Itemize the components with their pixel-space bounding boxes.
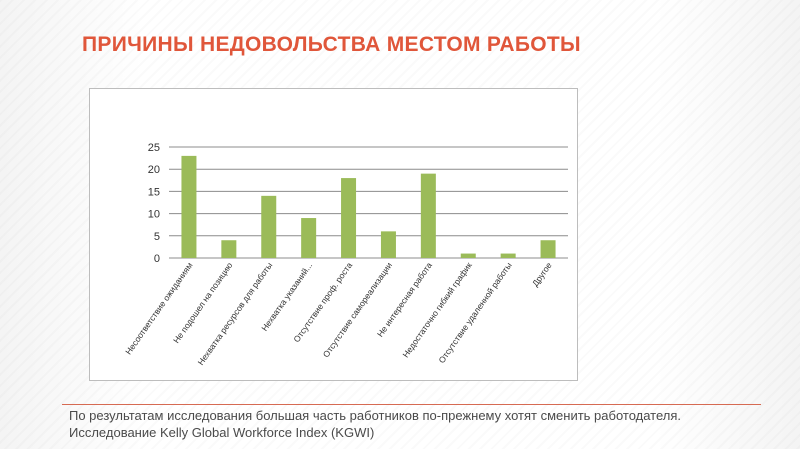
bar — [540, 240, 556, 258]
y-tick-label: 10 — [148, 209, 160, 221]
bar — [261, 195, 277, 258]
y-tick-label: 20 — [148, 164, 160, 176]
x-tick-label: Отсутствие самореализации — [321, 260, 395, 359]
x-tick-label: Несоответствие ожиданиям — [123, 260, 194, 356]
chart-frame: 0 5 10 15 20 25 Несоответствие ожиданиям Не под… — [89, 88, 578, 381]
y-tick-label: 25 — [148, 142, 160, 154]
bar — [500, 253, 516, 258]
bar — [341, 178, 357, 258]
slide-title: ПРИЧИНЫ НЕДОВОЛЬСТВА МЕСТОМ РАБОТЫ — [82, 33, 581, 56]
bar — [420, 173, 436, 258]
y-tick-label: 15 — [148, 186, 160, 198]
divider-line — [62, 404, 761, 405]
slide-caption: По результатам исследования большая част… — [69, 408, 682, 440]
y-tick-label: 0 — [154, 253, 160, 265]
x-tick-label: Недостаточно гибкий график — [400, 260, 474, 359]
x-tick-label: Другое — [530, 260, 554, 288]
y-tick-label: 5 — [154, 231, 160, 243]
x-tick-label: Нехватка ресурсов для работы — [196, 260, 275, 367]
x-tick-label: Отсутствие удаленной работы — [436, 260, 513, 365]
bar — [181, 155, 197, 258]
bar — [380, 231, 396, 258]
bar — [221, 240, 237, 258]
bar — [460, 253, 476, 258]
bar — [301, 218, 317, 258]
